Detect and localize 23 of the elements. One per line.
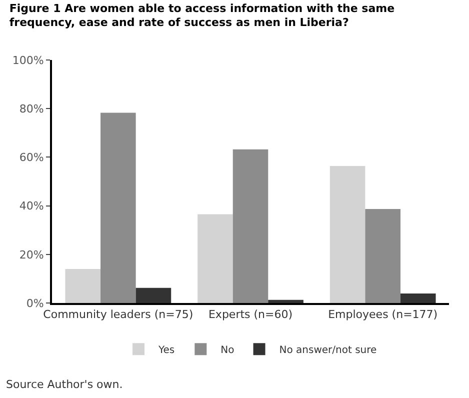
legend-label: No answer/not sure bbox=[279, 344, 377, 356]
bar bbox=[330, 166, 366, 303]
bar bbox=[100, 112, 136, 303]
x-tick-label: Experts (n=60) bbox=[208, 308, 293, 322]
x-tick-label: Community leaders (n=75) bbox=[43, 308, 194, 322]
source-note: Source Author's own. bbox=[6, 378, 123, 391]
bar bbox=[232, 149, 268, 303]
bar bbox=[136, 288, 172, 303]
x-tick-label: Employees (n=177) bbox=[328, 308, 438, 322]
bar bbox=[198, 214, 233, 303]
chart-title: Figure 1 Are women able to access information with the same frequency, ease and rate of success as men in Liberia? bbox=[9, 2, 395, 30]
bar bbox=[400, 294, 436, 303]
bar bbox=[365, 208, 400, 303]
y-tick-label: 80% bbox=[19, 102, 44, 116]
y-tick-label: 20% bbox=[19, 248, 44, 262]
bar bbox=[65, 268, 101, 303]
y-tick-label: 100% bbox=[12, 54, 44, 67]
y-tick-label: 40% bbox=[19, 200, 44, 213]
legend-label: No bbox=[220, 344, 234, 356]
y-tick-label: 60% bbox=[19, 151, 44, 164]
legend-label: Yes bbox=[158, 344, 175, 356]
bar bbox=[268, 300, 304, 303]
y-tick-label: 0% bbox=[26, 296, 44, 310]
